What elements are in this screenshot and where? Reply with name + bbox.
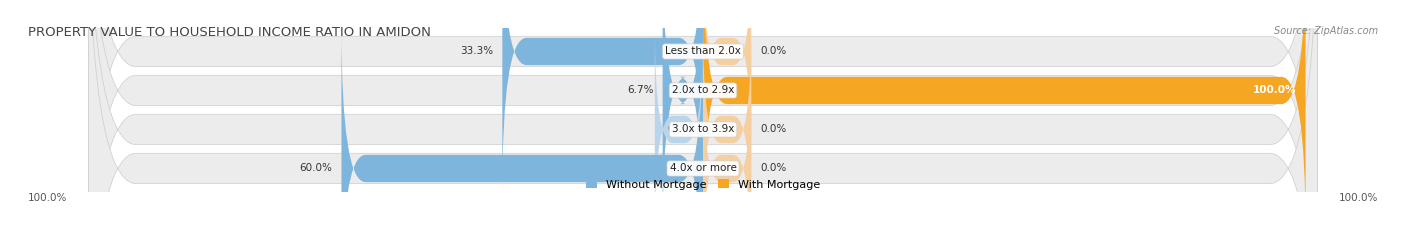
Text: 0.0%: 0.0% (761, 124, 786, 135)
FancyBboxPatch shape (703, 0, 1306, 233)
Text: PROPERTY VALUE TO HOUSEHOLD INCOME RATIO IN AMIDON: PROPERTY VALUE TO HOUSEHOLD INCOME RATIO… (28, 26, 432, 39)
FancyBboxPatch shape (703, 26, 751, 233)
FancyBboxPatch shape (89, 0, 1317, 234)
FancyBboxPatch shape (655, 26, 703, 233)
Text: 6.7%: 6.7% (627, 85, 654, 95)
Text: 60.0%: 60.0% (299, 164, 332, 173)
FancyBboxPatch shape (703, 65, 751, 234)
FancyBboxPatch shape (662, 0, 703, 233)
Legend: Without Mortgage, With Mortgage: Without Mortgage, With Mortgage (586, 179, 820, 190)
Text: 100.0%: 100.0% (1253, 85, 1296, 95)
Text: 100.0%: 100.0% (28, 193, 67, 203)
Text: 2.0x to 2.9x: 2.0x to 2.9x (672, 85, 734, 95)
FancyBboxPatch shape (89, 0, 1317, 234)
FancyBboxPatch shape (502, 0, 703, 194)
Text: 33.3%: 33.3% (460, 47, 494, 56)
Text: Source: ZipAtlas.com: Source: ZipAtlas.com (1274, 26, 1378, 36)
Text: 0.0%: 0.0% (761, 164, 786, 173)
FancyBboxPatch shape (89, 0, 1317, 234)
Text: 0.0%: 0.0% (668, 124, 695, 135)
FancyBboxPatch shape (89, 0, 1317, 234)
FancyBboxPatch shape (703, 0, 751, 155)
Text: 100.0%: 100.0% (1339, 193, 1378, 203)
Text: 0.0%: 0.0% (761, 47, 786, 56)
FancyBboxPatch shape (342, 26, 703, 234)
Text: Less than 2.0x: Less than 2.0x (665, 47, 741, 56)
Text: 4.0x or more: 4.0x or more (669, 164, 737, 173)
Text: 3.0x to 3.9x: 3.0x to 3.9x (672, 124, 734, 135)
